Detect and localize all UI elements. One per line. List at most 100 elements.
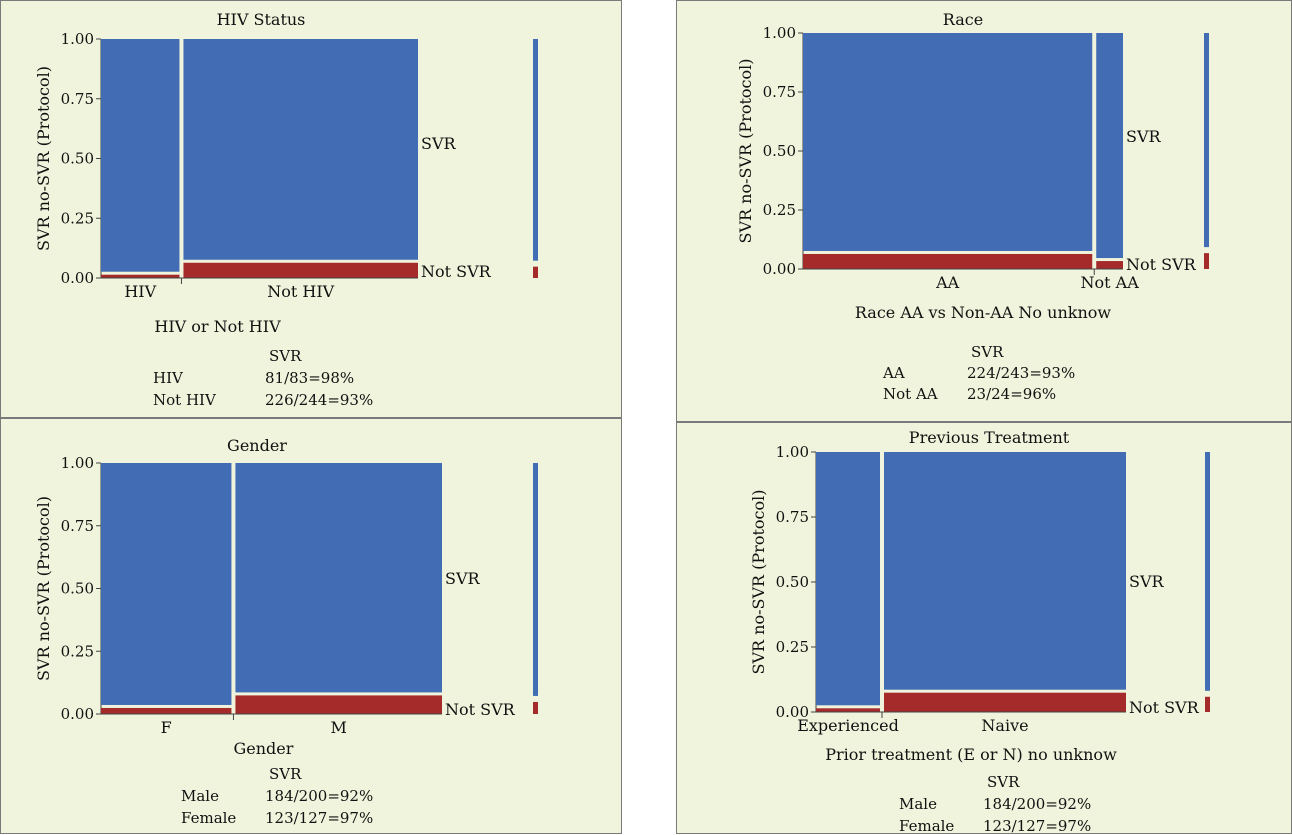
x-category-label: Experienced: [797, 716, 899, 735]
panel-hiv-status: HIV Status 0.00 0.25 0.50 0.75 1.00 SVR no-SVR…: [0, 0, 622, 418]
summary-row-label: Male: [899, 795, 937, 813]
bar-not-svr: [816, 708, 880, 712]
side-label-svr: SVR: [445, 569, 481, 588]
y-tick-label: 0.50: [776, 573, 809, 591]
overall-bar-svr: [533, 39, 538, 261]
summary-row-value: 123/127=97%: [983, 817, 1091, 835]
bar-svr: [101, 463, 232, 705]
side-label-not-svr: Not SVR: [1129, 698, 1200, 717]
bar-svr: [235, 463, 442, 693]
chart-title: Previous Treatment: [909, 428, 1070, 447]
summary-row-value: 226/244=93%: [265, 391, 373, 409]
side-label-svr: SVR: [1126, 127, 1162, 146]
bar-not-svr: [235, 695, 442, 714]
x-category-label: HIV: [124, 282, 156, 301]
bar-not-svr: [803, 253, 1093, 269]
x-axis-label: HIV or Not HIV: [154, 317, 281, 336]
overall-bar-svr: [1204, 33, 1209, 248]
x-category-label: AA: [935, 273, 960, 292]
summary-row-label: Not AA: [883, 385, 938, 403]
y-tick-label: 0.25: [61, 209, 94, 227]
x-category-label: Not AA: [1080, 273, 1139, 292]
y-tick-label: 0.25: [776, 638, 809, 656]
overall-bar-not-svr: [533, 266, 538, 278]
overall-bar-not-svr: [1204, 253, 1209, 269]
side-label-not-svr: Not SVR: [445, 700, 516, 719]
x-category-label: Not HIV: [267, 282, 334, 301]
y-tick-label: 0.50: [763, 142, 796, 160]
bar-not-svr: [183, 262, 418, 278]
panel-previous-treatment: Previous Treatment 0.00 0.25 0.50 0.75 1.00 SV…: [676, 422, 1292, 835]
x-category-label: F: [161, 718, 172, 737]
y-tick-label: 1.00: [776, 443, 809, 461]
y-tick-label: 0.50: [61, 150, 94, 168]
summary-row-value: 184/200=92%: [983, 795, 1091, 813]
chart-previous-treatment: Previous Treatment 0.00 0.25 0.50 0.75 1.00 SV…: [749, 428, 1210, 835]
overall-bar-not-svr: [533, 701, 538, 714]
summary-header: SVR: [971, 343, 1004, 361]
panel-race: Race 0.00 0.25 0.50 0.75 1.00 SVR no-SVR (Prot…: [676, 0, 1292, 422]
summary-header: SVR: [987, 773, 1020, 791]
bar-not-svr: [101, 274, 180, 278]
bar-svr: [884, 452, 1126, 690]
side-label-svr: SVR: [421, 134, 457, 153]
y-axis-label: SVR no-SVR (Protocol): [749, 490, 768, 675]
chart-gender: Gender 0.00 0.25 0.50 0.75 1.00 SVR no-SVR (Pr…: [34, 436, 538, 827]
summary-row-value: 224/243=93%: [967, 364, 1075, 382]
summary-row-value: 123/127=97%: [265, 809, 373, 827]
overall-bar-not-svr: [1205, 696, 1210, 712]
y-tick-label: 0.50: [61, 580, 94, 598]
chart-title: Race: [943, 10, 983, 29]
y-tick-label: 0.75: [776, 508, 809, 526]
x-axis-label: Race AA vs Non-AA No unknow: [855, 303, 1112, 322]
bar-not-svr: [1096, 261, 1123, 269]
summary-row-value: 184/200=92%: [265, 787, 373, 805]
summary-row-label: HIV: [153, 369, 184, 387]
summary-row-label: Female: [899, 817, 954, 835]
chart-title: HIV Status: [217, 10, 306, 29]
x-category-label: M: [331, 718, 347, 737]
x-category-label: Naive: [981, 716, 1028, 735]
bar-svr: [101, 39, 180, 272]
y-tick-label: 0.00: [776, 703, 809, 721]
summary-row-label: Female: [181, 809, 236, 827]
y-tick-label: 0.00: [61, 705, 94, 723]
summary-row-value: 81/83=98%: [265, 369, 354, 387]
y-tick-label: 0.75: [61, 517, 94, 535]
bar-svr: [816, 452, 880, 706]
y-tick-label: 0.00: [763, 260, 796, 278]
y-axis-label: SVR no-SVR (Protocol): [34, 496, 53, 681]
bar-not-svr: [101, 707, 232, 714]
y-axis-label: SVR no-SVR (Protocol): [34, 66, 53, 251]
y-tick-label: 0.75: [61, 90, 94, 108]
overall-bar-svr: [533, 463, 538, 696]
y-axis-label: SVR no-SVR (Protocol): [736, 59, 755, 244]
y-tick-label: 0.00: [61, 269, 94, 287]
x-axis-label: Gender: [233, 739, 293, 758]
side-label-not-svr: Not SVR: [1126, 255, 1197, 274]
y-tick-label: 1.00: [61, 454, 94, 472]
summary-row-label: AA: [882, 364, 905, 382]
y-tick-label: 1.00: [61, 30, 94, 48]
panel-gender: Gender 0.00 0.25 0.50 0.75 1.00 SVR no-SVR (Pr…: [0, 418, 622, 834]
chart-hiv-status: HIV Status 0.00 0.25 0.50 0.75 1.00 SVR no-SVR…: [34, 10, 538, 409]
y-tick-label: 0.25: [61, 642, 94, 660]
chart-title: Gender: [227, 436, 287, 455]
bar-svr: [183, 39, 418, 260]
side-label-svr: SVR: [1129, 572, 1165, 591]
y-tick-label: 0.75: [763, 83, 796, 101]
side-label-not-svr: Not SVR: [421, 262, 492, 281]
bar-not-svr: [884, 692, 1126, 712]
y-tick-label: 0.25: [763, 201, 796, 219]
summary-row-label: Male: [181, 787, 219, 805]
overall-bar-svr: [1205, 452, 1210, 691]
summary-header: SVR: [269, 765, 302, 783]
summary-row-label: Not HIV: [153, 391, 217, 409]
x-axis-label: Prior treatment (E or N) no unknow: [825, 745, 1117, 764]
bar-svr: [1096, 33, 1123, 259]
chart-race: Race 0.00 0.25 0.50 0.75 1.00 SVR no-SVR (Prot…: [736, 10, 1209, 403]
summary-header: SVR: [269, 347, 302, 365]
summary-row-value: 23/24=96%: [967, 385, 1056, 403]
y-tick-label: 1.00: [763, 24, 796, 42]
bar-svr: [803, 33, 1093, 251]
